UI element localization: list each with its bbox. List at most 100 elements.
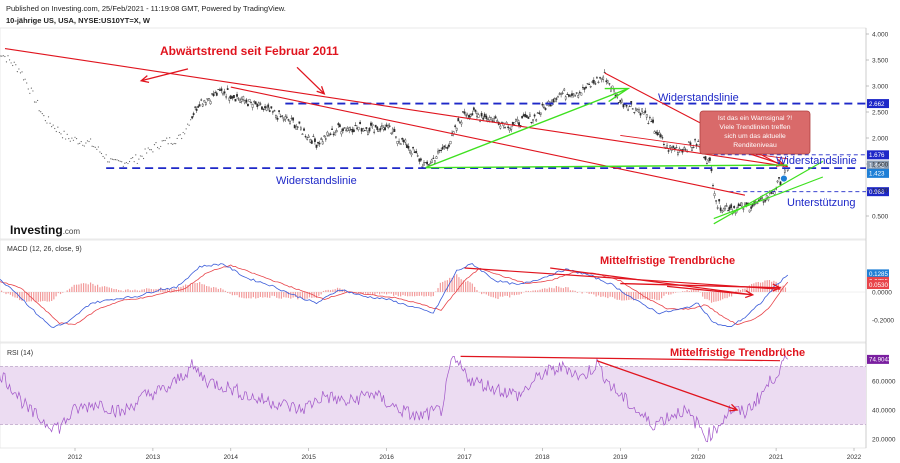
price-candle-body [343,127,346,129]
price-candle-body [631,108,634,110]
price-dot [114,159,117,161]
price-candle-body [759,198,762,200]
price-dot [27,88,29,90]
tag-0968: 0.968 [869,189,885,196]
price-candle-body [730,204,733,208]
price-candle-body [666,145,668,148]
price-dot [158,148,160,150]
price-candle-body [410,153,413,156]
price-candle-body [552,99,555,103]
price-candle-body [463,111,466,114]
price-dot [4,55,6,58]
price-candle-body [734,212,737,214]
price-candle-body [218,89,221,91]
price-candle-body [589,86,592,88]
x-tick-label: 2012 [68,454,83,461]
price-candle-body [641,108,644,112]
price-candle-body [733,206,736,209]
price-candle-body [437,150,439,154]
price-candle-body [608,83,611,85]
price-candle-body [301,133,304,135]
price-candle-body [683,147,686,151]
price-dot [5,61,8,63]
price-y-tick-label: 0.500 [872,213,889,220]
price-dot [68,138,70,140]
price-candle-body [334,131,337,136]
price-candle-body [424,162,427,164]
x-tick-label: 2022 [847,454,862,461]
price-candle-body [776,180,779,183]
price-dot [21,71,23,73]
price-candle-body [756,202,759,204]
price-dot [69,140,71,142]
price-candle-body [513,122,516,125]
tag-1423: 1.423 [869,171,885,178]
price-candle-body [306,137,309,140]
price-dot [96,148,98,150]
price-candle-body [409,149,411,153]
price-candle-body [226,88,229,90]
rsi-y-tick-label: 40.0000 [872,407,896,414]
price-candle-body [351,129,354,133]
price-dot [77,143,79,145]
price-candle-body [482,117,485,120]
price-candle-body [349,128,352,130]
price-candle-body [538,112,541,114]
price-candle-body [318,142,321,145]
price-candle-body [331,128,333,130]
price-candle-body [555,98,558,100]
price-dot [41,113,43,115]
price-dot [113,159,115,161]
price-candle-body [544,108,547,110]
price-candle-body [256,103,259,108]
price-candle-body [543,106,545,109]
price-dot [128,160,131,163]
price-dot [146,152,148,154]
price-dot [94,146,96,148]
price-candle-body [346,128,349,131]
price-candle-body [360,128,363,132]
price-y-tick-label: 3.500 [872,57,889,64]
price-candle-body [335,130,338,133]
price-candle-body [387,125,390,128]
price-candle-body [510,126,513,130]
price-dot [119,160,121,162]
price-candle-body [582,86,584,88]
price-dot [60,133,62,135]
rsi-title: RSI (14) [7,350,33,357]
price-candle-body [391,128,394,133]
price-candle-body [345,129,347,131]
price-candle-body [381,125,383,127]
price-candle-body [718,199,721,202]
price-dot [29,92,31,94]
price-candle-body [619,99,622,103]
price-candle-body [504,127,506,129]
price-dot [173,142,175,145]
price-dot [15,64,17,66]
price-candle-body [779,181,782,186]
price-y-tick-label: 1.000 [872,187,889,194]
price-dot [182,131,184,134]
price-candle-body [248,99,251,102]
price-candle-body [390,132,393,134]
price-candle-body [279,116,282,118]
price-candle-body [228,97,231,101]
resistance-label-right: Widerstandslinie [776,155,857,167]
price-candle-body [407,145,410,149]
macd-trend-arrow-1 [620,282,781,289]
price-candle-body [764,199,767,202]
price-candle-body [592,79,595,84]
price-candle-body [253,101,256,103]
price-candle-body [703,156,705,158]
price-candle-body [455,127,458,131]
price-dot [35,101,37,103]
price-candle-body [398,141,400,144]
price-candle-body [656,132,659,136]
price-dot [133,161,135,163]
price-y-tick-label: 2.500 [872,109,889,116]
price-candle-body [684,149,687,151]
price-candle-body [236,94,238,97]
price-candle-body [229,95,232,99]
support-green-1 [425,87,629,169]
price-candle-body [443,145,446,148]
